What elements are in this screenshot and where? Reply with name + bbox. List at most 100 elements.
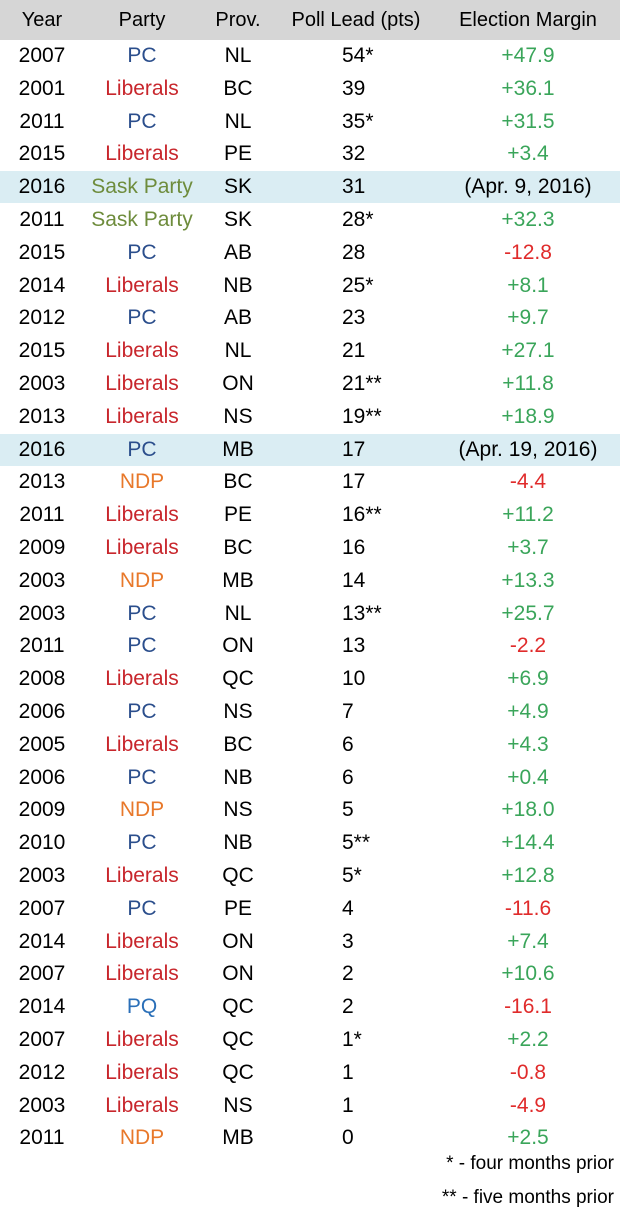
table-header: Year Party Prov. Poll Lead (pts) Electio… — [0, 0, 620, 40]
cell-poll-lead: 2 — [342, 962, 354, 986]
cell-party: Liberals — [105, 1028, 179, 1051]
cell-prov: MB — [222, 568, 254, 592]
cell-party: NDP — [119, 568, 165, 592]
cell-prov: NS — [223, 700, 253, 723]
cell-year: 2011 — [19, 208, 65, 231]
cell-poll-lead: 7 — [342, 700, 354, 723]
table-row: 2011 PC ON 13 -2.2 — [0, 630, 620, 662]
cell-election-margin: +2.2 — [507, 1028, 549, 1051]
table-row: 2007 Liberals ON 2 +10.6 — [0, 958, 620, 990]
cell-election-margin: -2.2 — [509, 634, 547, 658]
cell-party: Liberals — [105, 962, 179, 986]
cell-year: 2007 — [18, 1028, 66, 1051]
table-row: 2003 Liberals QC 5* +12.8 — [0, 860, 620, 892]
table-row: 2012 PC AB 23 +9.7 — [0, 302, 620, 334]
cell-poll-lead: 1 — [342, 1093, 354, 1117]
table-row: 2003 Liberals NS 1 -4.9 — [0, 1090, 620, 1122]
table-row: 2015 PC AB 28 -12.8 — [0, 237, 620, 269]
cell-party: NDP — [119, 470, 165, 494]
table-row: 2015 Liberals NL 21 +27.1 — [0, 335, 620, 367]
table-row: 2011 PC NL 35* +31.5 — [0, 106, 620, 138]
table-row: 2014 Liberals ON 3 +7.4 — [0, 926, 620, 958]
cell-year: 2009 — [18, 798, 66, 822]
cell-party: Liberals — [105, 404, 179, 428]
cell-election-margin: +4.3 — [507, 732, 549, 756]
cell-election-margin: +47.9 — [501, 44, 555, 67]
cell-election-margin: (Apr. 19, 2016) — [458, 437, 598, 461]
cell-election-margin: +8.1 — [507, 273, 549, 297]
table-row: 2011 Liberals PE 16** +11.2 — [0, 499, 620, 531]
cell-poll-lead: 5 — [342, 798, 354, 822]
cell-election-margin: +11.8 — [502, 372, 554, 395]
cell-party: Liberals — [105, 667, 179, 691]
cell-prov: SK — [223, 175, 252, 199]
footnote-four-months: * - four months prior — [446, 1153, 614, 1174]
table-row: 2016 Sask Party SK 31 (Apr. 9, 2016) — [0, 171, 620, 204]
cell-prov: NS — [223, 404, 253, 428]
cell-prov: QC — [222, 1060, 254, 1084]
cell-prov: BC — [223, 470, 253, 494]
cell-year: 2013 — [18, 470, 66, 494]
cell-poll-lead: 35* — [342, 109, 374, 133]
cell-prov: AB — [223, 306, 252, 330]
cell-poll-lead: 31 — [342, 175, 366, 199]
table-row: 2009 Liberals BC 16 +3.7 — [0, 532, 620, 564]
cell-election-margin: +27.1 — [501, 339, 555, 363]
table-row: 2007 Liberals QC 1* +2.2 — [0, 1024, 620, 1056]
cell-year: 2009 — [18, 536, 66, 559]
cell-election-margin: +7.4 — [507, 929, 549, 953]
table-row: 2003 NDP MB 14 +13.3 — [0, 565, 620, 597]
cell-year: 2011 — [19, 503, 65, 527]
cell-party: NDP — [119, 1126, 165, 1150]
cell-election-margin: -11.6 — [504, 896, 552, 920]
cell-election-margin: +9.7 — [507, 306, 549, 330]
cell-prov: NL — [224, 44, 252, 67]
cell-year: 2010 — [18, 831, 66, 855]
cell-year: 2007 — [18, 44, 66, 67]
cell-year: 2016 — [18, 437, 66, 461]
cell-party: Sask Party — [91, 208, 193, 231]
cell-party: PC — [127, 896, 157, 920]
cell-poll-lead: 17 — [342, 470, 366, 494]
cell-poll-lead: 16 — [342, 536, 366, 559]
table-row: 2012 Liberals QC 1 -0.8 — [0, 1057, 620, 1089]
table-row: 2013 NDP BC 17 -4.4 — [0, 466, 620, 498]
cell-poll-lead: 28* — [342, 208, 374, 231]
table-row: 2006 PC NS 7 +4.9 — [0, 696, 620, 728]
cell-prov: PE — [223, 142, 252, 166]
cell-prov: SK — [223, 208, 252, 231]
cell-election-margin: +36.1 — [501, 76, 555, 100]
cell-prov: QC — [222, 667, 254, 691]
cell-poll-lead: 19** — [342, 404, 382, 428]
table-row: 2011 Sask Party SK 28* +32.3 — [0, 204, 620, 236]
cell-year: 2014 — [18, 995, 66, 1019]
cell-election-margin: +18.9 — [501, 404, 555, 428]
cell-party: Sask Party — [91, 175, 193, 199]
cell-year: 2012 — [18, 306, 66, 330]
cell-party: Liberals — [105, 929, 179, 953]
cell-poll-lead: 3 — [342, 929, 354, 953]
cell-year: 2011 — [19, 634, 65, 658]
cell-poll-lead: 17 — [342, 437, 366, 461]
cell-year: 2006 — [18, 765, 66, 789]
cell-poll-lead: 13 — [342, 634, 366, 658]
cell-prov: PE — [223, 896, 252, 920]
cell-year: 2003 — [18, 864, 66, 887]
table-row: 2007 PC PE 4 -11.6 — [0, 893, 620, 925]
cell-party: PC — [127, 634, 157, 658]
cell-poll-lead: 21 — [342, 339, 366, 363]
cell-prov: QC — [222, 995, 254, 1019]
cell-prov: NL — [224, 109, 252, 133]
cell-election-margin: +4.9 — [507, 700, 549, 723]
cell-election-margin: +12.8 — [501, 864, 555, 887]
cell-year: 2003 — [18, 1093, 66, 1117]
cell-party: PC — [127, 240, 157, 264]
cell-poll-lead: 1 — [342, 1060, 354, 1084]
cell-prov: BC — [223, 76, 253, 100]
table-row: 2014 Liberals NB 25* +8.1 — [0, 270, 620, 302]
cell-party: PC — [127, 44, 157, 67]
table-row: 2014 PQ QC 2 -16.1 — [0, 991, 620, 1023]
cell-poll-lead: 21** — [342, 372, 382, 395]
cell-prov: MB — [222, 437, 254, 461]
cell-election-margin: +11.2 — [502, 503, 554, 527]
